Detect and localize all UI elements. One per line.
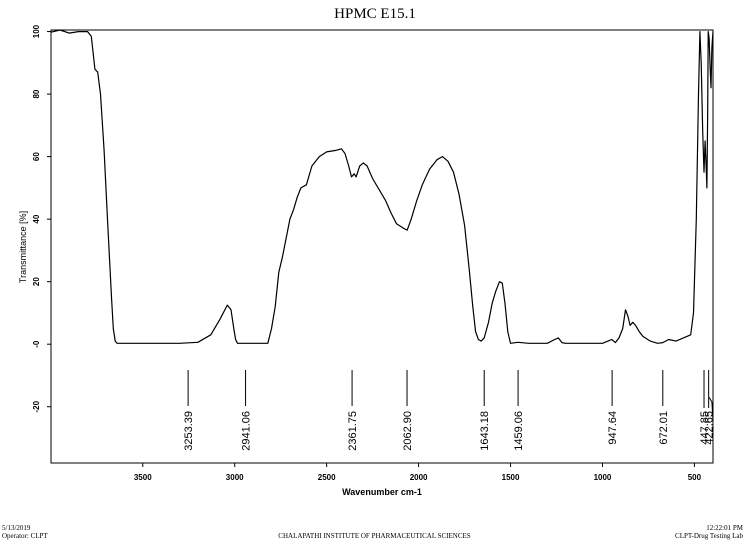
- y-tick-label: 40: [32, 214, 41, 223]
- plot-frame: [50, 29, 714, 464]
- peak-labels: 3253.39 2941.06 2361.75 2062.90 1643.18 1459.…: [183, 370, 716, 451]
- footer-institute: CHALAPATHI INSTITUTE OF PHARMACEUTICAL S…: [278, 532, 471, 540]
- peak-label: 2361.75: [347, 411, 359, 451]
- footer-time: 12:22:01 PM: [706, 524, 743, 532]
- peak-label: 1643.18: [479, 411, 491, 451]
- y-tick-label: -0: [32, 340, 41, 348]
- peak-label: 3253.39: [183, 411, 195, 451]
- y-tick-label: 60: [32, 152, 41, 161]
- footer-date: 5/13/2019: [2, 524, 31, 532]
- peak-label: 2062.90: [402, 411, 414, 451]
- x-tick-label: 1500: [502, 473, 520, 482]
- y-tick-label: 80: [32, 89, 41, 98]
- peak-label: 672.01: [658, 411, 670, 445]
- peak-label: 422.65: [704, 411, 716, 445]
- y-tick-label: 20: [32, 277, 41, 286]
- y-axis-label: Transmittance [%]: [18, 211, 28, 283]
- x-tick-label: 3500: [134, 473, 152, 482]
- x-tick-label: 500: [688, 473, 702, 482]
- spectrum-tail-line: [708, 397, 714, 423]
- peak-label: 947.64: [607, 411, 619, 445]
- x-axis: 3500 3000 2500 2000 1500 1000 500: [134, 463, 702, 482]
- x-tick-label: 1000: [594, 473, 612, 482]
- x-tick-label: 3000: [226, 473, 244, 482]
- peak-label: 1459.06: [513, 411, 525, 451]
- y-axis: 100 80 60 40 20 -0 -20: [32, 24, 51, 413]
- y-tick-label: -20: [32, 400, 41, 412]
- x-axis-label: Wavenumber cm-1: [342, 487, 422, 497]
- footer-lab: CLPT-Drug Testing Lab: [675, 532, 743, 540]
- footer-operator: Operator: CLPT: [2, 532, 48, 540]
- x-tick-label: 2500: [318, 473, 336, 482]
- spectrum-line: [50, 29, 714, 344]
- y-tick-label: 100: [32, 24, 41, 38]
- peak-label: 2941.06: [241, 411, 253, 451]
- peak-label: 447.85: [699, 411, 711, 445]
- x-tick-label: 2000: [410, 473, 428, 482]
- chart-title: HPMC E15.1: [334, 6, 416, 22]
